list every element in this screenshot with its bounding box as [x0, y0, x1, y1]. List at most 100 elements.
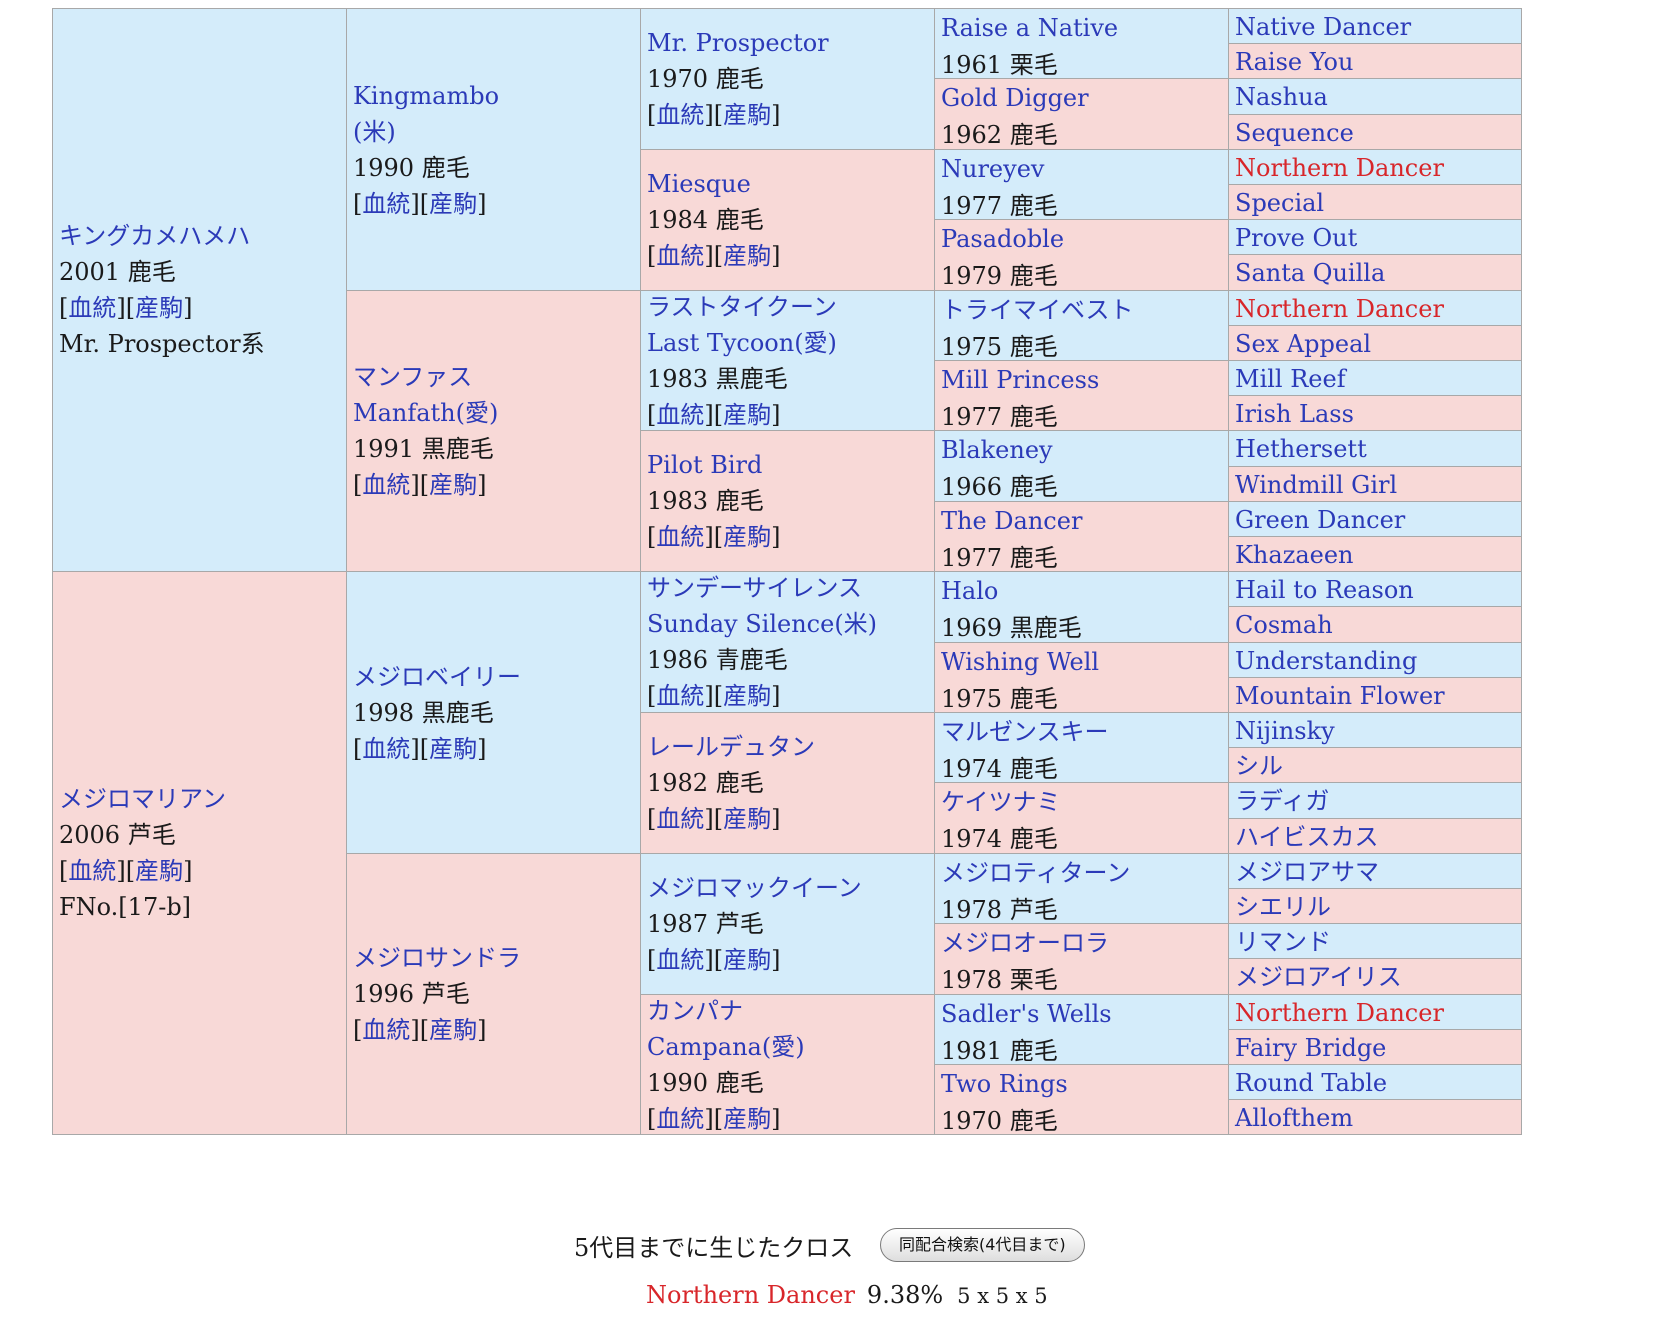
offspring-link[interactable]: 産駒	[723, 101, 772, 129]
birth-year-color: 1981 鹿毛	[941, 1037, 1058, 1065]
horse-name-link[interactable]: Nashua	[1235, 83, 1328, 111]
horse-name-link[interactable]: レールデュタン	[647, 733, 815, 761]
offspring-link[interactable]: 産駒	[429, 189, 478, 218]
horse-name-link[interactable]: メジロオーロラ	[941, 929, 1109, 957]
horse-name-link[interactable]: リマンド	[1235, 928, 1331, 956]
same-mating-search-button[interactable]: 同配合検索(4代目まで)	[880, 1228, 1085, 1262]
pedigree-link[interactable]: 血統	[362, 734, 411, 763]
cross-horse-name[interactable]: Northern Dancer	[646, 1281, 855, 1309]
horse-name-link[interactable]: Allofthem	[1235, 1104, 1354, 1132]
horse-name-link[interactable]: Fairy Bridge	[1235, 1034, 1387, 1062]
horse-name-link[interactable]: Round Table	[1235, 1069, 1388, 1097]
horse-name-link[interactable]: メジロマリアン	[59, 785, 227, 813]
horse-name-link[interactable]: Nijinsky	[1235, 717, 1335, 745]
horse-name-link[interactable]: Sex Appeal	[1235, 330, 1372, 358]
pedigree-cell-gen4: Nureyev 1977 鹿毛	[934, 149, 1229, 220]
horse-name-link[interactable]: Windmill Girl	[1235, 471, 1398, 499]
offspring-link[interactable]: 産駒	[723, 682, 772, 710]
horse-name-link[interactable]: カンパナ	[647, 996, 743, 1025]
horse-name-link[interactable]: Manfath(愛)	[353, 399, 499, 427]
horse-name-link[interactable]: Mountain Flower	[1235, 682, 1445, 710]
pedigree-link[interactable]: 血統	[656, 1104, 705, 1133]
horse-name-link[interactable]: The Dancer	[941, 507, 1083, 535]
horse-name-link[interactable]: Miesque	[647, 170, 751, 198]
horse-name-link[interactable]: Northern Dancer	[1235, 295, 1444, 323]
horse-name-link[interactable]: Sequence	[1235, 119, 1354, 147]
links: [血統][産駒]	[647, 400, 781, 429]
horse-name-link[interactable]: シエリル	[1235, 893, 1331, 921]
horse-name-link[interactable]: キングカメハメハ	[59, 222, 251, 250]
horse-name-link[interactable]: ハイビスカス	[1235, 823, 1379, 851]
offspring-link[interactable]: 産駒	[723, 805, 772, 833]
horse-name-link[interactable]: Kingmambo	[353, 81, 500, 110]
pedigree-link[interactable]: 血統	[68, 857, 117, 885]
offspring-link[interactable]: 産駒	[723, 523, 772, 551]
horse-name-link[interactable]: Pilot Bird	[647, 451, 763, 479]
horse-name-link[interactable]: マンファス	[353, 363, 473, 391]
offspring-link[interactable]: 産駒	[723, 242, 772, 270]
horse-name-link[interactable]: Sadler's Wells	[941, 1000, 1112, 1028]
horse-name-link[interactable]: マルゼンスキー	[941, 718, 1109, 746]
horse-name-link[interactable]: Irish Lass	[1235, 400, 1354, 428]
offspring-link[interactable]: 産駒	[135, 294, 184, 322]
horse-name-link[interactable]: Gold Digger	[941, 84, 1089, 112]
horse-name-link[interactable]: ケイツナミ	[941, 788, 1061, 816]
pedigree-link[interactable]: 血統	[362, 1016, 411, 1044]
pedigree-link[interactable]: 血統	[656, 523, 705, 551]
pedigree-link[interactable]: 血統	[656, 946, 705, 974]
horse-name-link[interactable]: Wishing Well	[941, 648, 1100, 676]
horse-name-link[interactable]: メジロベイリー	[353, 662, 521, 691]
horse-name-link[interactable]: Two Rings	[941, 1070, 1068, 1098]
horse-name-link[interactable]: Prove Out	[1235, 224, 1358, 252]
offspring-link[interactable]: 産駒	[429, 734, 478, 763]
pedigree-link[interactable]: 血統	[656, 682, 705, 710]
horse-name-link[interactable]: メジロアサマ	[1235, 858, 1379, 886]
horse-name-link[interactable]: Hail to Reason	[1235, 576, 1414, 604]
horse-name-link[interactable]: Halo	[941, 577, 999, 605]
horse-name-link[interactable]: Cosmah	[1235, 611, 1333, 639]
pedigree-link[interactable]: 血統	[68, 294, 117, 322]
offspring-link[interactable]: 産駒	[135, 857, 184, 885]
offspring-link[interactable]: 産駒	[723, 1104, 772, 1133]
offspring-link[interactable]: 産駒	[723, 400, 772, 429]
horse-name-link[interactable]: シル	[1235, 752, 1283, 780]
horse-name-link[interactable]: Last Tycoon(愛)	[647, 328, 837, 357]
horse-name-link[interactable]: Nureyev	[941, 155, 1045, 183]
pedigree-link[interactable]: 血統	[656, 400, 705, 429]
horse-name-link[interactable]: メジロアイリス	[1235, 963, 1402, 991]
horse-name-link[interactable]: Mr. Prospector	[647, 29, 829, 57]
offspring-link[interactable]: 産駒	[723, 946, 772, 974]
horse-name-link[interactable]: Understanding	[1235, 647, 1418, 675]
horse-name-link[interactable]: Sunday Silence(米)	[647, 610, 878, 638]
horse-name-link[interactable]: Blakeney	[941, 436, 1053, 464]
horse-name-link[interactable]: Raise a Native	[941, 14, 1119, 42]
horse-name-link[interactable]: メジロティターン	[941, 859, 1131, 887]
horse-name-link[interactable]: Green Dancer	[1235, 506, 1406, 534]
horse-name-link[interactable]: Mill Princess	[941, 366, 1100, 394]
horse-name-link[interactable]: Khazaeen	[1235, 541, 1354, 569]
horse-name-link[interactable]: Campana(愛)	[647, 1032, 805, 1061]
horse-name-link[interactable]: Hethersett	[1235, 435, 1367, 463]
offspring-link[interactable]: 産駒	[429, 471, 478, 499]
horse-name-link[interactable]: (米)	[353, 117, 396, 146]
horse-name-link[interactable]: Raise You	[1235, 48, 1354, 76]
horse-name-link[interactable]: Northern Dancer	[1235, 154, 1444, 182]
horse-name-link[interactable]: サンデーサイレンス	[647, 574, 863, 602]
horse-name-link[interactable]: Mill Reef	[1235, 365, 1346, 393]
pedigree-link[interactable]: 血統	[362, 471, 411, 499]
horse-name-link[interactable]: Northern Dancer	[1235, 999, 1444, 1027]
pedigree-link[interactable]: 血統	[362, 189, 411, 218]
horse-name-link[interactable]: Native Dancer	[1235, 13, 1412, 41]
horse-name-link[interactable]: Santa Quilla	[1235, 259, 1386, 287]
horse-name-link[interactable]: トライマイベスト	[941, 296, 1134, 324]
pedigree-link[interactable]: 血統	[656, 242, 705, 270]
horse-name-link[interactable]: メジロサンドラ	[353, 944, 521, 972]
offspring-link[interactable]: 産駒	[429, 1016, 478, 1044]
horse-name-link[interactable]: ラストタイクーン	[647, 292, 837, 321]
pedigree-link[interactable]: 血統	[656, 101, 705, 129]
horse-name-link[interactable]: Special	[1235, 189, 1325, 217]
pedigree-link[interactable]: 血統	[656, 805, 705, 833]
horse-name-link[interactable]: Pasadoble	[941, 225, 1065, 253]
horse-name-link[interactable]: ラディガ	[1235, 787, 1330, 815]
horse-name-link[interactable]: メジロマックイーン	[647, 874, 862, 902]
